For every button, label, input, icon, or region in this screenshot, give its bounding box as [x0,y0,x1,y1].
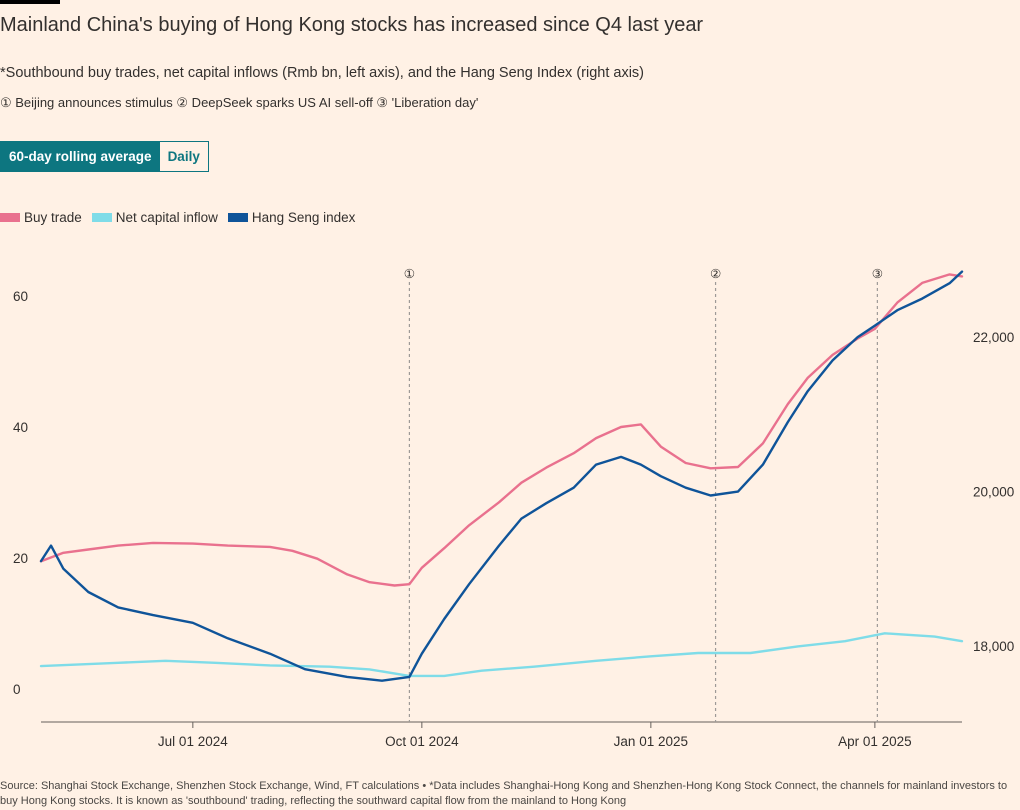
chart-title: Mainland China's buying of Hong Kong sto… [0,14,704,36]
legend-item-hang-seng: Hang Seng index [227,210,356,225]
legend-label-buy-trade: Buy trade [24,210,82,225]
view-toggle: 60-day rolling average Daily [0,141,209,172]
event-marker-label: ③ [872,266,883,281]
x-tick-label: Jul 01 2024 [158,734,228,749]
chart-subtitle: *Southbound buy trades, net capital infl… [0,65,644,81]
right-y-tick-label: 20,000 [973,485,1014,500]
series-line-net-capital-inflow [39,632,964,678]
chart-legend: Buy trade Net capital inflow Hang Seng i… [0,210,355,225]
left-y-tick-label: 20 [13,551,28,566]
right-y-tick-label: 18,000 [973,639,1014,654]
x-tick-label: Jan 01 2025 [614,734,688,749]
legend-label-hang-seng: Hang Seng index [251,210,356,225]
series-line-buy-trade [39,273,964,587]
x-tick-label: Apr 01 2025 [838,734,912,749]
legend-swatch-buy-trade [0,213,20,222]
legend-item-buy-trade: Buy trade [0,210,82,225]
line-chart: Jul 01 2024 Oct 01 2024 Jan 01 2025 Apr 01 … [13,266,1014,749]
left-y-tick-label: 40 [13,420,28,435]
event-notes: ① Beijing announces stimulus ② DeepSeek … [0,95,479,110]
event-marker-label: ① [404,266,415,281]
left-y-tick-label: 0 [13,682,21,697]
x-tick-label: Oct 01 2024 [385,734,459,749]
top-accent-bar [0,0,60,4]
legend-swatch-net-capital-inflow [91,213,112,222]
series-line-hang-seng-index [39,270,964,682]
rolling-average-button[interactable]: 60-day rolling average [1,142,160,171]
legend-swatch-hang-seng [227,213,248,222]
right-y-tick-label: 22,000 [973,330,1014,345]
daily-button[interactable]: Daily [159,142,208,171]
legend-item-net-capital-inflow: Net capital inflow [91,210,218,225]
source-footer: Source: Shanghai Stock Exchange, Shenzhe… [0,780,1008,807]
legend-label-net-capital-inflow: Net capital inflow [115,210,218,225]
left-y-tick-label: 60 [13,289,28,304]
event-marker-label: ② [710,266,721,281]
